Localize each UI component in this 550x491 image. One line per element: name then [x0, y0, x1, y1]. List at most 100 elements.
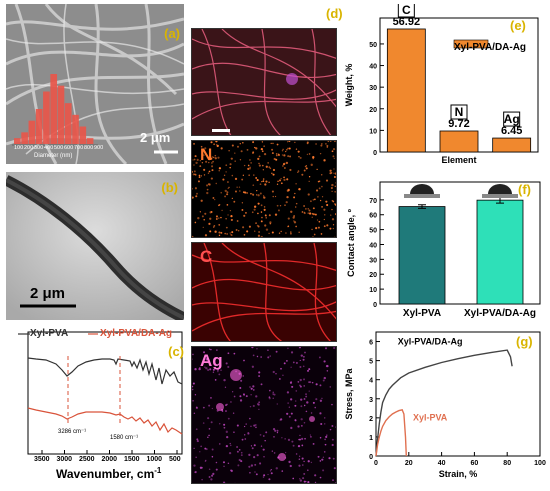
eds-signal-dot	[311, 412, 312, 413]
eds-signal-dot	[303, 378, 305, 380]
chart-f-ytick-label: 70	[369, 198, 377, 205]
eds-signal-dot	[210, 397, 212, 399]
eds-signal-dot	[297, 425, 299, 427]
eds-signal-dot	[263, 196, 265, 198]
eds-signal-dot	[241, 179, 243, 181]
eds-signal-dot	[284, 362, 286, 364]
panel-d-tag: (d)	[326, 6, 343, 21]
eds-signal-dot	[216, 183, 217, 184]
eds-signal-dot	[327, 370, 328, 371]
eds-signal-dot	[249, 159, 251, 161]
eds-signal-dot	[244, 438, 246, 440]
eds-signal-dot	[199, 176, 201, 178]
eds-signal-dot	[209, 469, 211, 471]
eds-signal-dot	[252, 193, 253, 194]
eds-signal-dot	[312, 236, 314, 238]
eds-signal-dot	[321, 186, 323, 188]
eds-signal-dot	[262, 165, 264, 167]
eds-signal-dot	[290, 367, 291, 368]
eds-signal-dot	[279, 179, 281, 181]
eds-signal-dot	[288, 461, 290, 463]
eds-signal-dot	[284, 438, 285, 439]
chart-f-category-label: Xyl-PVA	[403, 308, 441, 319]
eds-signal-dot	[218, 217, 219, 218]
eds-signal-dot	[308, 208, 309, 209]
eds-signal-dot	[336, 468, 337, 470]
eds-signal-dot	[263, 476, 265, 478]
eds-signal-dot	[232, 144, 234, 146]
eds-signal-dot	[323, 209, 325, 211]
eds-signal-dot	[203, 407, 205, 409]
ftir-xlabel-sup: -1	[154, 466, 161, 475]
eds-signal-dot	[192, 386, 193, 388]
eds-signal-dot	[252, 211, 254, 213]
eds-signal-dot	[193, 448, 194, 449]
eds-signal-dot	[200, 446, 202, 448]
eds-map-n: N	[191, 140, 337, 238]
eds-signal-dot	[239, 395, 241, 397]
eds-signal-dot	[336, 182, 337, 184]
eds-signal-dot	[220, 232, 222, 234]
eds-signal-dot	[293, 196, 295, 198]
eds-signal-dot	[211, 177, 213, 179]
eds-signal-dot	[329, 172, 331, 174]
eds-signal-dot	[226, 227, 228, 229]
eds-signal-dot	[205, 460, 206, 461]
eds-signal-dot	[218, 224, 220, 226]
eds-signal-dot	[314, 234, 316, 236]
eds-signal-dot	[230, 445, 232, 447]
eds-signal-dot	[271, 173, 272, 174]
eds-signal-dot	[192, 400, 193, 401]
droplet-substrate	[482, 194, 518, 198]
eds-signal-dot	[300, 157, 302, 159]
eds-signal-dot	[249, 167, 251, 169]
ftir-tick-label: 2000	[102, 456, 118, 463]
eds-signal-dot	[320, 400, 322, 402]
eds-signal-dot	[304, 352, 306, 354]
eds-signal-dot	[277, 403, 278, 404]
eds-signal-dot	[225, 190, 227, 192]
eds-signal-dot	[234, 483, 236, 484]
eds-signal-dot	[194, 159, 196, 161]
eds-signal-dot	[334, 191, 336, 193]
eds-signal-dot	[332, 150, 334, 152]
eds-signal-dot	[306, 167, 308, 169]
eds-signal-dot	[283, 163, 285, 165]
eds-signal-dot	[324, 214, 325, 215]
eds-signal-dot	[298, 170, 300, 172]
eds-map-n-label: N	[200, 145, 212, 165]
histogram-tick-label: 500	[54, 145, 63, 151]
eds-signal-dot	[321, 206, 323, 208]
eds-signal-dot	[216, 215, 218, 217]
eds-signal-dot	[293, 362, 295, 364]
eds-signal-dot	[319, 221, 321, 223]
histogram-bar	[79, 127, 86, 145]
eds-signal-dot	[208, 435, 210, 437]
panel-c: Xyl-PVA Xyl-PVA/DA-Ag (c) 3286 cm⁻¹ 1580…	[6, 322, 186, 482]
eds-signal-dot	[288, 141, 290, 142]
eds-signal-dot	[200, 467, 202, 469]
eds-signal-dot	[326, 204, 328, 206]
eds-signal-dot	[263, 474, 265, 476]
eds-signal-dot	[295, 206, 296, 207]
eds-signal-dot	[320, 153, 321, 154]
eds-signal-dot	[300, 405, 302, 407]
eds-signal-dot	[273, 392, 274, 393]
eds-signal-dot	[300, 479, 302, 481]
eds-signal-dot	[289, 416, 291, 418]
eds-signal-dot	[300, 399, 302, 401]
eds-signal-dot	[203, 219, 205, 221]
eds-signal-dot	[252, 447, 254, 449]
eds-signal-dot	[251, 347, 253, 348]
eds-signal-dot	[248, 432, 249, 433]
eds-signal-dot	[304, 170, 306, 172]
eds-signal-dot	[320, 200, 321, 201]
eds-signal-dot	[285, 151, 286, 152]
eds-signal-dot	[214, 199, 215, 200]
ftir-tick-label: 2500	[79, 456, 95, 463]
eds-signal-dot	[295, 226, 297, 228]
